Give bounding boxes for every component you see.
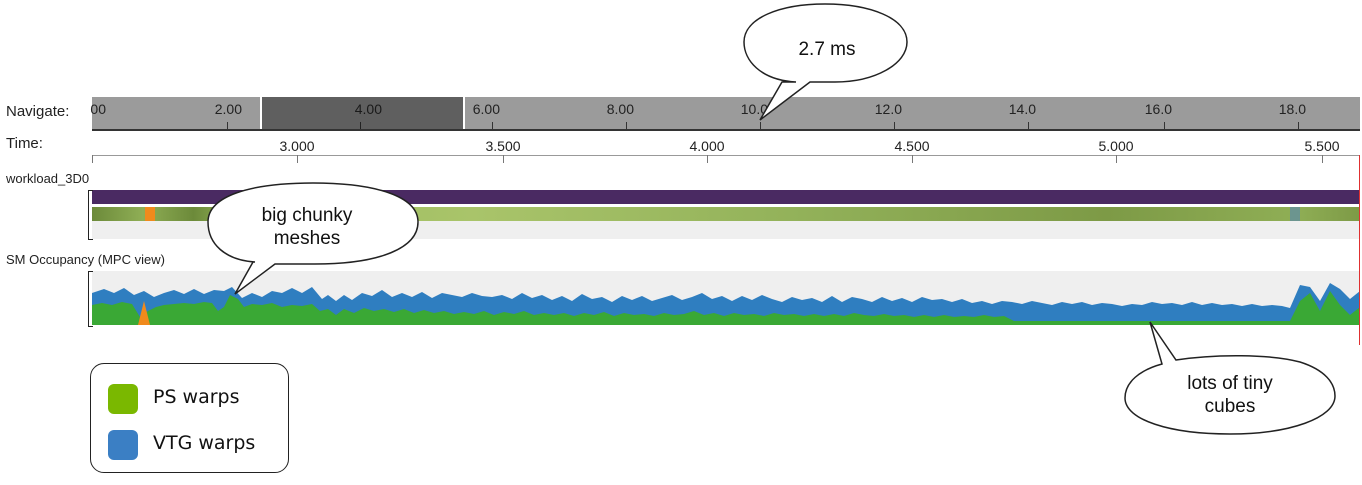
nav-tick: 18.0	[1278, 101, 1306, 117]
occupancy-bracket	[88, 271, 93, 327]
tiny-cubes-line-2: cubes	[1204, 396, 1256, 417]
ps-warps-swatch	[108, 384, 138, 414]
ps-warps-legend-label: PS warps	[153, 386, 240, 408]
time-tick-mark	[92, 155, 93, 163]
nav-tick: 16.0	[1144, 101, 1172, 117]
workload-bracket	[88, 190, 93, 240]
nav-tick: 4.00	[354, 101, 382, 117]
time-tick-mark	[503, 155, 504, 163]
occupancy-area-chart[interactable]	[92, 271, 1360, 325]
time-cursor-line[interactable]	[1359, 155, 1360, 345]
nav-tick: 10.0	[740, 101, 768, 117]
ps-warps-area	[92, 291, 1360, 325]
nav-tick: 12.0	[874, 101, 902, 117]
vtg-warps-legend-label: VTG warps	[153, 432, 256, 454]
nav-tick-mark	[492, 122, 493, 129]
time-tick: 4.500	[894, 138, 930, 154]
nav-tick: 8.00	[606, 101, 634, 117]
nav-tick-mark	[894, 122, 895, 129]
workload-label: workload_3D0	[6, 171, 90, 186]
time-tick-mark	[297, 155, 298, 163]
time-tick-mark	[912, 155, 913, 163]
nav-tick: 6.00	[472, 101, 500, 117]
time-tick-mark	[1116, 155, 1117, 163]
time-label: Time:	[6, 135, 43, 152]
nav-tick-mark	[760, 122, 761, 129]
tiny-cubes-callout-text: lots of tiny cubes	[1150, 372, 1310, 418]
tiny-cubes-callout-shape	[1124, 321, 1336, 435]
big-meshes-line-1: big chunky	[261, 205, 353, 226]
workload-blue-marker[interactable]	[1290, 207, 1300, 221]
time-tick-mark	[707, 155, 708, 163]
workload-frame-bar[interactable]	[92, 190, 1360, 204]
orange-spike-area	[138, 301, 150, 325]
vtg-warps-swatch	[108, 430, 138, 460]
nav-tick-mark	[1298, 122, 1299, 129]
nav-tick-mark	[1028, 122, 1029, 129]
big-meshes-callout-shape	[207, 182, 419, 295]
nav-tick-mark	[1164, 122, 1165, 129]
time-tick-mark	[1322, 155, 1323, 163]
time-tick: 4.000	[689, 138, 725, 154]
occupancy-label: SM Occupancy (MPC view)	[6, 252, 165, 267]
legend-box: PS warps VTG warps	[90, 363, 289, 473]
workload-orange-marker[interactable]	[145, 207, 155, 221]
big-meshes-callout-text: big chunky meshes	[232, 204, 382, 250]
time-tick: 3.500	[485, 138, 521, 154]
time-tick: 5.500	[1304, 138, 1340, 154]
duration-callout-shape	[743, 3, 908, 121]
time-tick: 5.000	[1098, 138, 1134, 154]
nav-tick: 00	[90, 101, 106, 117]
nav-tick-mark	[227, 122, 228, 129]
big-meshes-line-2: meshes	[273, 228, 341, 249]
time-tick: 3.000	[279, 138, 315, 154]
navigate-label: Navigate:	[6, 103, 70, 120]
duration-callout-text: 2.7 ms	[798, 39, 856, 60]
nav-tick: 14.0	[1008, 101, 1036, 117]
navigate-selection-window[interactable]: 4.00	[260, 97, 465, 129]
nav-tick-mark	[360, 122, 361, 129]
time-axis-line	[92, 155, 1360, 156]
nav-tick-mark	[626, 122, 627, 129]
nav-tick: 2.00	[214, 101, 242, 117]
tiny-cubes-line-1: lots of tiny	[1187, 373, 1273, 394]
